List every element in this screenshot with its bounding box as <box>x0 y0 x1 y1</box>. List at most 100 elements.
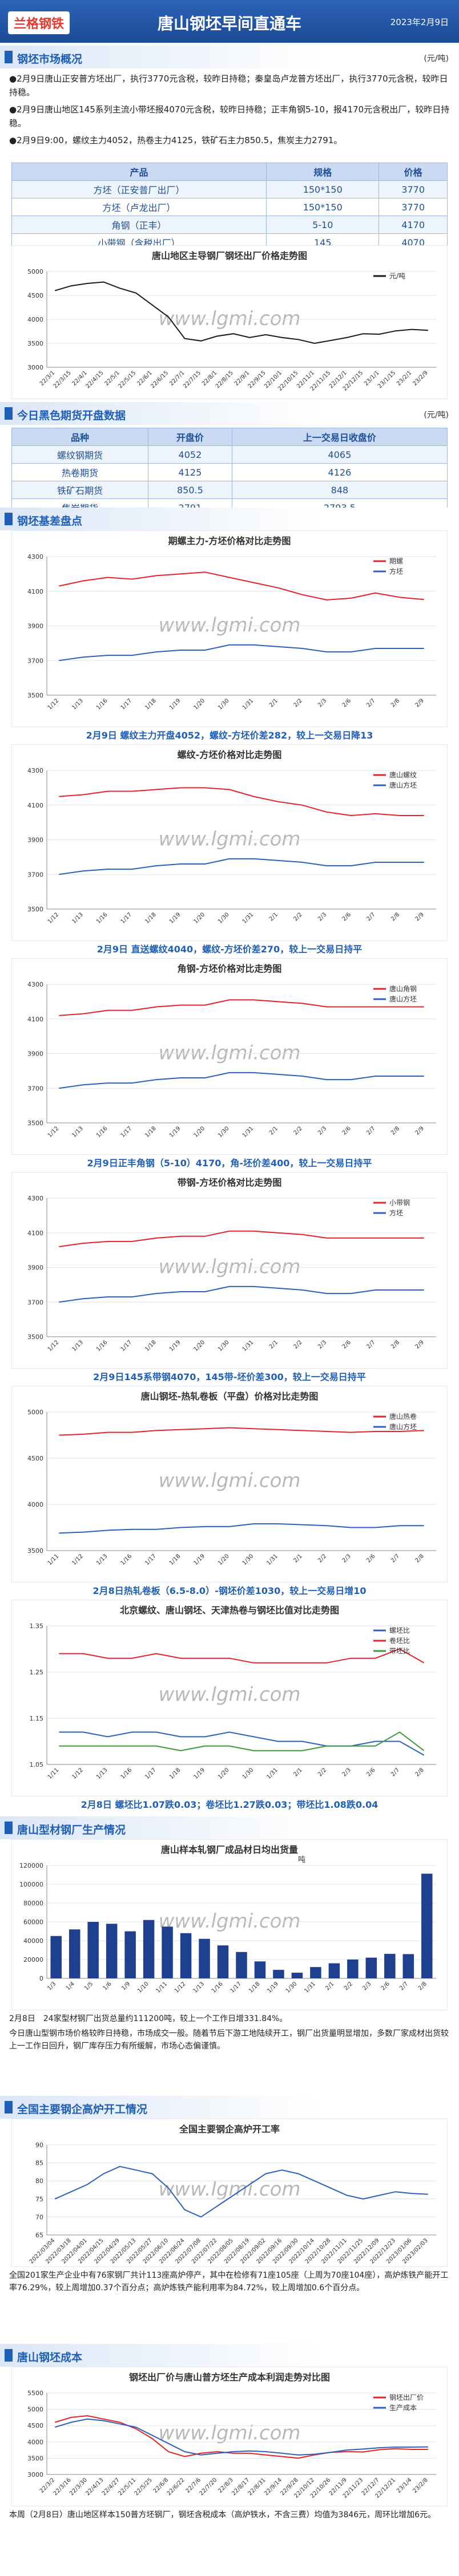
y-tick-label: 5000 <box>27 1409 43 1416</box>
cell: 3770 <box>379 180 448 198</box>
y-tick-label: 65 <box>35 2232 43 2239</box>
paragraph: 2月8日 24家型材钢厂出货总量约111200吨，较上一个工作日增331.84%… <box>9 2014 288 2023</box>
paragraph-block: 本周（2月8日）唐山地区样本150普方坯钢厂，钢坯含税成本（高炉铁水，不含三费）… <box>0 2506 459 2526</box>
series-line <box>54 2418 428 2456</box>
chart-background <box>11 744 448 941</box>
caption: 2月8日 螺坯比1.07跌0.03；卷坯比1.27跌0.03；带坯比1.08跌0… <box>80 1799 379 1810</box>
cell: 4170 <box>379 216 448 234</box>
chart-title: 全国主要钢企高炉开工率 <box>179 2124 280 2135</box>
caption: 2月9日145系带钢4070，145带-坯价差300，较上一交易日持平 <box>93 1372 366 1382</box>
legend-label: 唐山角钢 <box>389 984 417 993</box>
bar <box>328 1963 340 1978</box>
row: 热卷期货 4125 4126 <box>11 463 448 481</box>
series-line <box>59 571 424 601</box>
y-tick-label: 1.25 <box>30 1669 44 1676</box>
y-tick-label: 3000 <box>27 364 43 371</box>
bar <box>384 1954 396 1978</box>
chart-title: 带钢-方坯价格对比走势图 <box>178 1177 282 1188</box>
section-title: 全国主要钢企高炉开工情况 <box>17 2103 148 2116</box>
y-tick-label: 4100 <box>27 1230 43 1237</box>
y-tick-label: 5500 <box>27 2390 43 2397</box>
y-tick-label: 40000 <box>23 1937 43 1945</box>
y-tick-label: 75 <box>35 2196 43 2203</box>
y-tick-label: 4100 <box>27 1016 43 1023</box>
y-tick-label: 4300 <box>27 553 43 561</box>
y-tick-label: 5000 <box>27 2406 43 2413</box>
y-tick-label: 80 <box>35 2177 43 2185</box>
y-tick-label: 4100 <box>27 588 43 595</box>
series-line <box>59 858 424 875</box>
chart-background <box>11 1386 448 1583</box>
chart-background <box>11 245 448 399</box>
bar <box>402 1954 414 1978</box>
y-tick-label: 0 <box>39 1975 43 1982</box>
bar <box>106 1924 118 1978</box>
series-line <box>59 1648 425 1664</box>
watermark: www.lgmi.com <box>158 2422 300 2445</box>
y-tick-label: 20000 <box>23 1956 43 1964</box>
section-header: 今日黑色期货开盘数据 (元/吨) <box>0 402 459 425</box>
bar <box>310 1967 321 1978</box>
series-line <box>59 644 424 662</box>
watermark: www.lgmi.com <box>158 307 300 330</box>
y-axis-label: 吨 <box>298 1856 305 1864</box>
y-tick-label: 100000 <box>19 1881 43 1888</box>
cell: 4126 <box>231 463 448 481</box>
paragraph: 全国201家生产企业中有76家钢厂共计113座高炉停产，其中在检修有71座105… <box>9 2271 449 2293</box>
bullet: ●2月9日唐山地区145系列主流小带坯报4070元含税，较昨日持稳；正丰角钢5-… <box>9 104 450 128</box>
caption: 2月8日热轧卷板（6.5-8.0）-钢坯价差1030，较上一交易日增10 <box>92 1585 367 1596</box>
y-tick-label: 3700 <box>27 1085 43 1092</box>
table: 产品 规格 价格 方坯（正安普厂出厂） 150*150 3770 方坯（卢龙出厂） 150*1… <box>11 163 448 251</box>
chart-background <box>11 1600 448 1796</box>
chart-background <box>11 1839 448 2010</box>
header-cell: 规格 <box>266 163 380 181</box>
y-tick-label: 4000 <box>27 2439 43 2446</box>
y-tick-label: 3000 <box>27 2471 43 2478</box>
cell: 方坯（正安普厂出厂） <box>11 180 267 198</box>
unit: (元/吨) <box>424 411 449 420</box>
section-header: 钢坯市场概况 (元/吨) <box>0 46 459 68</box>
section-header: 唐山钢坯成本 <box>0 2344 459 2367</box>
bar <box>180 1933 192 1978</box>
chart-title: 螺纹-方坯价格对比走势图 <box>178 749 282 760</box>
cell: 850.5 <box>147 481 232 499</box>
chart-title: 钢坯出厂价与唐山普方坯生产成本利润走势对比图 <box>129 2372 330 2383</box>
y-tick-label: 70 <box>35 2213 43 2221</box>
section-header: 唐山型材钢厂生产情况 <box>0 1816 459 1839</box>
row: 方坯（正安普厂出厂） 150*150 3770 <box>11 180 448 198</box>
bar <box>254 1961 266 1978</box>
chart-background <box>11 958 448 1155</box>
chart-background <box>11 2367 448 2506</box>
bar <box>143 1920 155 1978</box>
section-title: 今日黑色期货开盘数据 <box>17 409 126 422</box>
cell: 5-10 <box>266 216 380 234</box>
logo: 兰格钢铁 <box>8 11 70 34</box>
header-cell: 品种 <box>11 428 148 446</box>
legend-label: 唐山方坯 <box>389 995 417 1003</box>
cell: 方坯（卢龙出厂） <box>11 198 267 216</box>
caption: 2月9日正丰角钢（5-10）4170，角-坯价差400，较上一交易日持平 <box>87 1158 372 1169</box>
series-line <box>59 1731 425 1756</box>
series-line <box>59 1285 424 1303</box>
unit: (元/吨) <box>424 54 449 63</box>
chart-title: 期螺主力-方坯价格对比走势图 <box>168 536 291 546</box>
chart-background <box>11 2119 448 2267</box>
cell: 铁矿石期货 <box>11 481 148 499</box>
chart: www.lgmi.com 带钢-方坯价格对比走势图 3500 3700 3900 4100… <box>11 1172 448 1369</box>
series-line <box>59 787 424 817</box>
chart-title: 北京螺纹、唐山钢坯、天津热卷与钢坯比值对比走势图 <box>120 1605 339 1616</box>
y-tick-label: 3700 <box>27 871 43 878</box>
legend-label: 钢坯出厂价 <box>389 2394 424 2401</box>
chart-background <box>11 530 448 727</box>
legend-label: 螺坯比 <box>389 1626 410 1634</box>
table: 品种 开盘价 上一交易日收盘价 螺纹钢期货 4052 4065 热卷期货 4125 4126 铁矿… <box>11 428 448 517</box>
legend-label: 生产成本 <box>389 2404 417 2412</box>
y-tick-label: 1.35 <box>30 1622 44 1630</box>
legend-label: 唐山螺纹 <box>389 770 417 779</box>
series-line <box>59 1072 424 1089</box>
bar <box>162 1926 173 1978</box>
paragraph: 今日唐山型钢市场价格较昨日持稳，市场成交一般。随着节后下游工地陆续开工，钢厂出货… <box>9 2029 449 2051</box>
series-line <box>54 281 428 344</box>
chart: www.lgmi.com 唐山地区主导钢厂钢坯出厂价格走势图 3000 3500 400… <box>11 245 448 399</box>
